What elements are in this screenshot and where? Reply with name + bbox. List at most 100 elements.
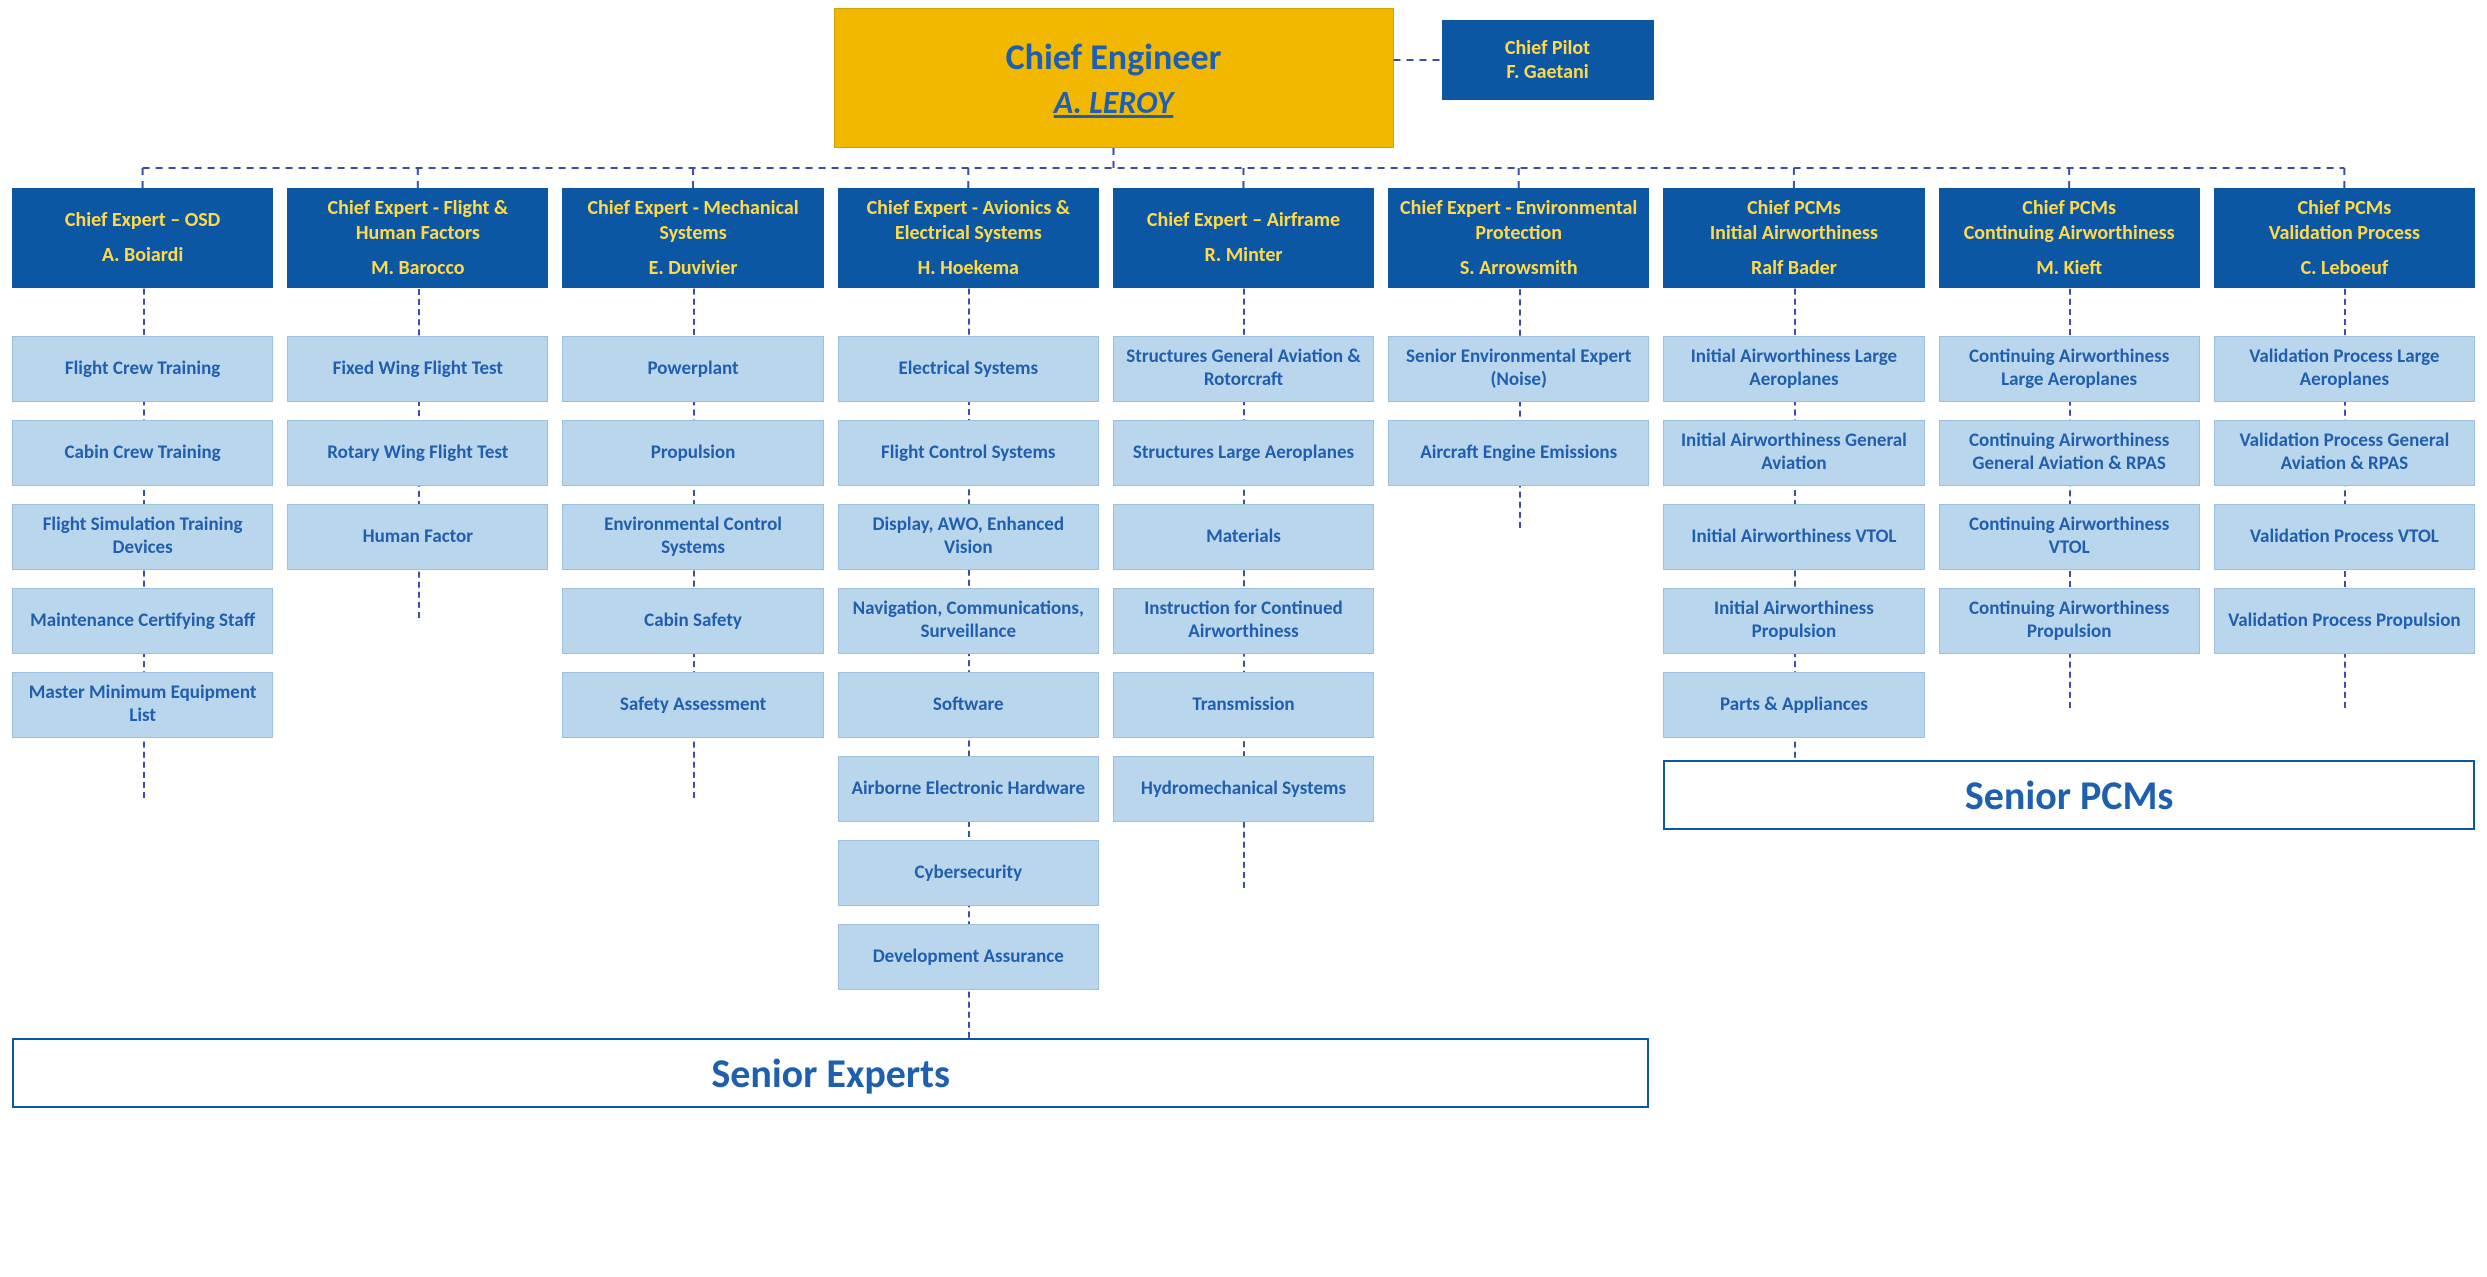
org-item: Hydromechanical Systems <box>1113 756 1374 822</box>
org-item: Validation Process Large Aeroplanes <box>2214 336 2475 402</box>
column-1: Chief Expert - Flight & Human Factors M. … <box>287 188 548 570</box>
senior-pcms-box: Senior PCMs <box>1663 760 2475 830</box>
org-item: Senior Environmental Expert (Noise) <box>1388 336 1649 402</box>
org-item: Environmental Control Systems <box>562 504 823 570</box>
chief-engineer-name: A. LEROY <box>1054 83 1173 122</box>
org-item: Validation Process Propulsion <box>2214 588 2475 654</box>
org-item: Continuing Airworthiness Propulsion <box>1939 588 2200 654</box>
column-4: Chief Expert – Airframe R. Minter Structur… <box>1113 188 1374 822</box>
column-head-title: Chief PCMs Validation Process <box>2269 196 2420 246</box>
column-items: Fixed Wing Flight Test Rotary Wing Flight… <box>287 336 548 570</box>
org-item: Airborne Electronic Hardware <box>838 756 1099 822</box>
chief-engineer-title: Chief Engineer <box>1006 35 1222 79</box>
column-head-name: C. Leboeuf <box>2301 256 2389 281</box>
org-item: Propulsion <box>562 420 823 486</box>
column-items: Continuing Airworthiness Large Aeroplane… <box>1939 336 2200 654</box>
footer-row: Senior Experts <box>12 1014 2475 1108</box>
column-items: Powerplant Propulsion Environmental Contro… <box>562 336 823 738</box>
column-head-name: E. Duvivier <box>649 256 738 281</box>
column-6: Chief PCMs Initial Airworthiness Ralf Bad… <box>1663 188 1924 738</box>
org-item: Powerplant <box>562 336 823 402</box>
column-head: Chief PCMs Initial Airworthiness Ralf Bad… <box>1663 188 1924 288</box>
column-items: Electrical Systems Flight Control Systems… <box>838 336 1099 990</box>
org-item: Navigation, Communications, Surveillance <box>838 588 1099 654</box>
column-head-name: H. Hoekema <box>918 256 1019 281</box>
column-2: Chief Expert - Mechanical Systems E. Duvi… <box>562 188 823 738</box>
org-item: Initial Airworthiness General Aviation <box>1663 420 1924 486</box>
org-item: Fixed Wing Flight Test <box>287 336 548 402</box>
column-head-title: Chief PCMs Initial Airworthiness <box>1710 196 1878 246</box>
column-head-title: Chief Expert - Avionics & Electrical Sys… <box>846 196 1091 246</box>
column-items: Structures General Aviation & Rotorcraft… <box>1113 336 1374 822</box>
column-head: Chief Expert - Mechanical Systems E. Duvi… <box>562 188 823 288</box>
org-item: Cabin Crew Training <box>12 420 273 486</box>
org-item: Flight Simulation Training Devices <box>12 504 273 570</box>
org-item: Initial Airworthiness Propulsion <box>1663 588 1924 654</box>
org-item: Development Assurance <box>838 924 1099 990</box>
senior-experts-box: Senior Experts <box>12 1038 1649 1108</box>
column-5: Chief Expert - Environmental Protection S… <box>1388 188 1649 486</box>
org-item: Rotary Wing Flight Test <box>287 420 548 486</box>
org-item: Software <box>838 672 1099 738</box>
column-head-name: A. Boiardi <box>102 243 183 268</box>
column-head-title: Chief PCMs Continuing Airworthiness <box>1964 196 2175 246</box>
org-item: Initial Airworthiness VTOL <box>1663 504 1924 570</box>
column-items: Validation Process Large Aeroplanes Valid… <box>2214 336 2475 654</box>
org-item: Cybersecurity <box>838 840 1099 906</box>
org-item: Maintenance Certifying Staff <box>12 588 273 654</box>
column-head-title: Chief Expert - Mechanical Systems <box>570 196 815 246</box>
column-head-title: Chief Expert - Environmental Protection <box>1396 196 1641 246</box>
org-item: Parts & Appliances <box>1663 672 1924 738</box>
chief-pilot-box: Chief Pilot F. Gaetani <box>1442 20 1654 100</box>
chief-pilot-title: Chief Pilot <box>1505 36 1590 60</box>
column-items: Flight Crew Training Cabin Crew Training F… <box>12 336 273 738</box>
column-head-title: Chief Expert - Flight & Human Factors <box>295 196 540 246</box>
column-head: Chief PCMs Continuing Airworthiness M. Ki… <box>1939 188 2200 288</box>
org-item: Display, AWO, Enhanced Vision <box>838 504 1099 570</box>
column-items: Senior Environmental Expert (Noise) Aircr… <box>1388 336 1649 486</box>
column-head-name: S. Arrowsmith <box>1460 256 1578 281</box>
column-head-title: Chief Expert – OSD <box>65 208 220 233</box>
org-item: Validation Process General Aviation & RP… <box>2214 420 2475 486</box>
column-0: Chief Expert – OSD A. Boiardi Flight Crew … <box>12 188 273 738</box>
column-head: Chief Expert - Avionics & Electrical Sys… <box>838 188 1099 288</box>
org-item: Electrical Systems <box>838 336 1099 402</box>
org-item: Initial Airworthiness Large Aeroplanes <box>1663 336 1924 402</box>
org-item: Transmission <box>1113 672 1374 738</box>
org-item: Master Minimum Equipment List <box>12 672 273 738</box>
org-item: Continuing Airworthiness VTOL <box>1939 504 2200 570</box>
org-item: Structures General Aviation & Rotorcraft <box>1113 336 1374 402</box>
senior-experts-label: Senior Experts <box>711 1049 950 1098</box>
column-3: Chief Expert - Avionics & Electrical Sys… <box>838 188 1099 990</box>
column-8: Chief PCMs Validation Process C. Leboeuf V… <box>2214 188 2475 654</box>
senior-pcms-label: Senior PCMs <box>1965 771 2173 820</box>
column-head: Chief Expert – Airframe R. Minter <box>1113 188 1374 288</box>
org-item: Instruction for Continued Airworthiness <box>1113 588 1374 654</box>
org-item: Cabin Safety <box>562 588 823 654</box>
top-row: Chief Engineer A. LEROY Chief Pilot F. G… <box>12 8 2475 148</box>
org-item: Aircraft Engine Emissions <box>1388 420 1649 486</box>
org-item: Validation Process VTOL <box>2214 504 2475 570</box>
column-head-name: Ralf Bader <box>1751 256 1837 281</box>
chief-pilot-name: F. Gaetani <box>1506 60 1588 84</box>
column-head: Chief PCMs Validation Process C. Leboeuf <box>2214 188 2475 288</box>
column-head-name: M. Barocco <box>371 256 464 281</box>
org-item: Flight Control Systems <box>838 420 1099 486</box>
org-item: Flight Crew Training <box>12 336 273 402</box>
org-item: Materials <box>1113 504 1374 570</box>
column-head: Chief Expert - Flight & Human Factors M. … <box>287 188 548 288</box>
column-head: Chief Expert – OSD A. Boiardi <box>12 188 273 288</box>
columns-row: Chief Expert – OSD A. Boiardi Flight Crew … <box>12 188 2475 990</box>
column-head: Chief Expert - Environmental Protection S… <box>1388 188 1649 288</box>
column-7: Chief PCMs Continuing Airworthiness M. Ki… <box>1939 188 2200 654</box>
org-item: Continuing Airworthiness Large Aeroplane… <box>1939 336 2200 402</box>
column-items: Initial Airworthiness Large Aeroplanes In… <box>1663 336 1924 738</box>
org-item: Structures Large Aeroplanes <box>1113 420 1374 486</box>
org-item: Human Factor <box>287 504 548 570</box>
org-item: Continuing Airworthiness General Aviatio… <box>1939 420 2200 486</box>
column-head-name: M. Kieft <box>2036 256 2102 281</box>
column-head-name: R. Minter <box>1204 243 1282 268</box>
org-item: Safety Assessment <box>562 672 823 738</box>
column-head-title: Chief Expert – Airframe <box>1147 208 1340 233</box>
chief-engineer-box: Chief Engineer A. LEROY <box>834 8 1394 148</box>
